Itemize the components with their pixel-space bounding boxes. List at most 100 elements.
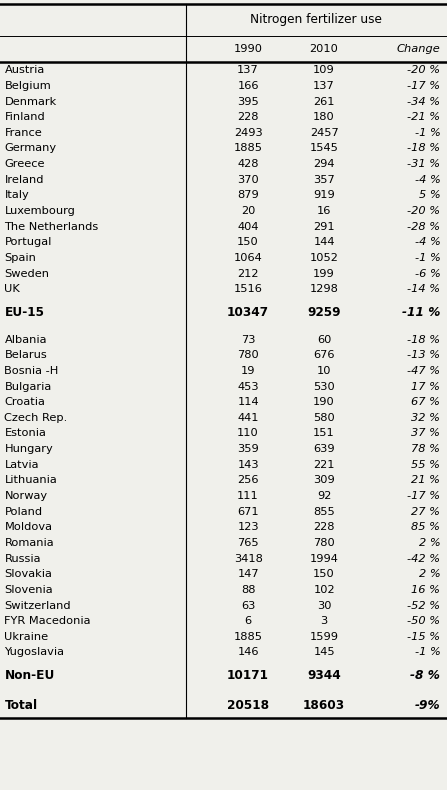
- Text: 221: 221: [313, 460, 335, 470]
- Text: -50 %: -50 %: [407, 616, 440, 626]
- Text: 1516: 1516: [234, 284, 262, 294]
- Text: 530: 530: [313, 382, 335, 392]
- Text: Poland: Poland: [4, 506, 42, 517]
- Text: Ireland: Ireland: [4, 175, 44, 185]
- Text: 2493: 2493: [234, 128, 262, 137]
- Text: 143: 143: [237, 460, 259, 470]
- Text: Russia: Russia: [4, 554, 41, 563]
- Text: Change: Change: [396, 43, 440, 54]
- Text: -4 %: -4 %: [414, 237, 440, 247]
- Text: -31 %: -31 %: [407, 159, 440, 169]
- Text: -18 %: -18 %: [407, 335, 440, 344]
- Text: France: France: [4, 128, 42, 137]
- Text: Non-EU: Non-EU: [4, 669, 55, 682]
- Text: 17 %: 17 %: [411, 382, 440, 392]
- Text: Romania: Romania: [4, 538, 54, 548]
- Text: -18 %: -18 %: [407, 144, 440, 153]
- Text: Estonia: Estonia: [4, 428, 46, 438]
- Text: 166: 166: [237, 81, 259, 91]
- Text: 6: 6: [245, 616, 252, 626]
- Text: 1994: 1994: [310, 554, 338, 563]
- Text: 180: 180: [313, 112, 335, 122]
- Text: Albania: Albania: [4, 335, 47, 344]
- Text: 88: 88: [241, 585, 255, 595]
- Text: 228: 228: [313, 522, 335, 532]
- Text: 55 %: 55 %: [411, 460, 440, 470]
- Text: 67 %: 67 %: [411, 397, 440, 407]
- Text: Slovakia: Slovakia: [4, 570, 52, 579]
- Text: 2010: 2010: [310, 43, 338, 54]
- Text: 110: 110: [237, 428, 259, 438]
- Text: 60: 60: [317, 335, 331, 344]
- Text: -42 %: -42 %: [407, 554, 440, 563]
- Text: Bulgaria: Bulgaria: [4, 382, 52, 392]
- Text: -20 %: -20 %: [407, 206, 440, 216]
- Text: 150: 150: [237, 237, 259, 247]
- Text: 1885: 1885: [234, 144, 262, 153]
- Text: Italy: Italy: [4, 190, 29, 201]
- Text: 294: 294: [313, 159, 335, 169]
- Text: 190: 190: [313, 397, 335, 407]
- Text: Finland: Finland: [4, 112, 45, 122]
- Text: 150: 150: [313, 570, 335, 579]
- Text: -17 %: -17 %: [407, 81, 440, 91]
- Text: Germany: Germany: [4, 144, 57, 153]
- Text: Lithuania: Lithuania: [4, 476, 57, 485]
- Text: 676: 676: [313, 350, 335, 360]
- Text: Latvia: Latvia: [4, 460, 39, 470]
- Text: -8 %: -8 %: [410, 669, 440, 682]
- Text: -6 %: -6 %: [414, 269, 440, 279]
- Text: 9344: 9344: [307, 669, 341, 682]
- Text: Belarus: Belarus: [4, 350, 47, 360]
- Text: -34 %: -34 %: [407, 96, 440, 107]
- Text: Belgium: Belgium: [4, 81, 51, 91]
- Text: 3: 3: [320, 616, 328, 626]
- Text: 137: 137: [313, 81, 335, 91]
- Text: 63: 63: [241, 600, 255, 611]
- Text: 19: 19: [241, 366, 255, 376]
- Text: -52 %: -52 %: [407, 600, 440, 611]
- Text: 441: 441: [237, 413, 259, 423]
- Text: -17 %: -17 %: [407, 491, 440, 501]
- Text: Austria: Austria: [4, 66, 45, 75]
- Text: 137: 137: [237, 66, 259, 75]
- Text: 291: 291: [313, 222, 335, 231]
- Text: 428: 428: [237, 159, 259, 169]
- Text: 145: 145: [313, 648, 335, 657]
- Text: 228: 228: [237, 112, 259, 122]
- Text: 20: 20: [241, 206, 255, 216]
- Text: 1545: 1545: [310, 144, 338, 153]
- Text: Total: Total: [4, 699, 38, 712]
- Text: -9%: -9%: [415, 699, 440, 712]
- Text: Greece: Greece: [4, 159, 45, 169]
- Text: 580: 580: [313, 413, 335, 423]
- Text: Portugal: Portugal: [4, 237, 52, 247]
- Text: 1599: 1599: [310, 632, 338, 641]
- Text: 92: 92: [317, 491, 331, 501]
- Text: 357: 357: [313, 175, 335, 185]
- Text: -13 %: -13 %: [407, 350, 440, 360]
- Text: 21 %: 21 %: [411, 476, 440, 485]
- Text: Yugoslavia: Yugoslavia: [4, 648, 64, 657]
- Text: The Netherlands: The Netherlands: [4, 222, 99, 231]
- Text: Hungary: Hungary: [4, 444, 53, 454]
- Text: 780: 780: [313, 538, 335, 548]
- Text: 78 %: 78 %: [411, 444, 440, 454]
- Text: 671: 671: [237, 506, 259, 517]
- Text: EU-15: EU-15: [4, 306, 44, 318]
- Text: 32 %: 32 %: [411, 413, 440, 423]
- Text: 151: 151: [313, 428, 335, 438]
- Text: Czech Rep.: Czech Rep.: [4, 413, 67, 423]
- Text: 370: 370: [237, 175, 259, 185]
- Text: -20 %: -20 %: [407, 66, 440, 75]
- Text: 85 %: 85 %: [411, 522, 440, 532]
- Text: 1052: 1052: [310, 253, 338, 263]
- Text: 109: 109: [313, 66, 335, 75]
- Text: 16: 16: [317, 206, 331, 216]
- Text: 404: 404: [237, 222, 259, 231]
- Text: Denmark: Denmark: [4, 96, 57, 107]
- Text: 37 %: 37 %: [411, 428, 440, 438]
- Text: 1298: 1298: [310, 284, 338, 294]
- Text: 18603: 18603: [303, 699, 345, 712]
- Text: 16 %: 16 %: [411, 585, 440, 595]
